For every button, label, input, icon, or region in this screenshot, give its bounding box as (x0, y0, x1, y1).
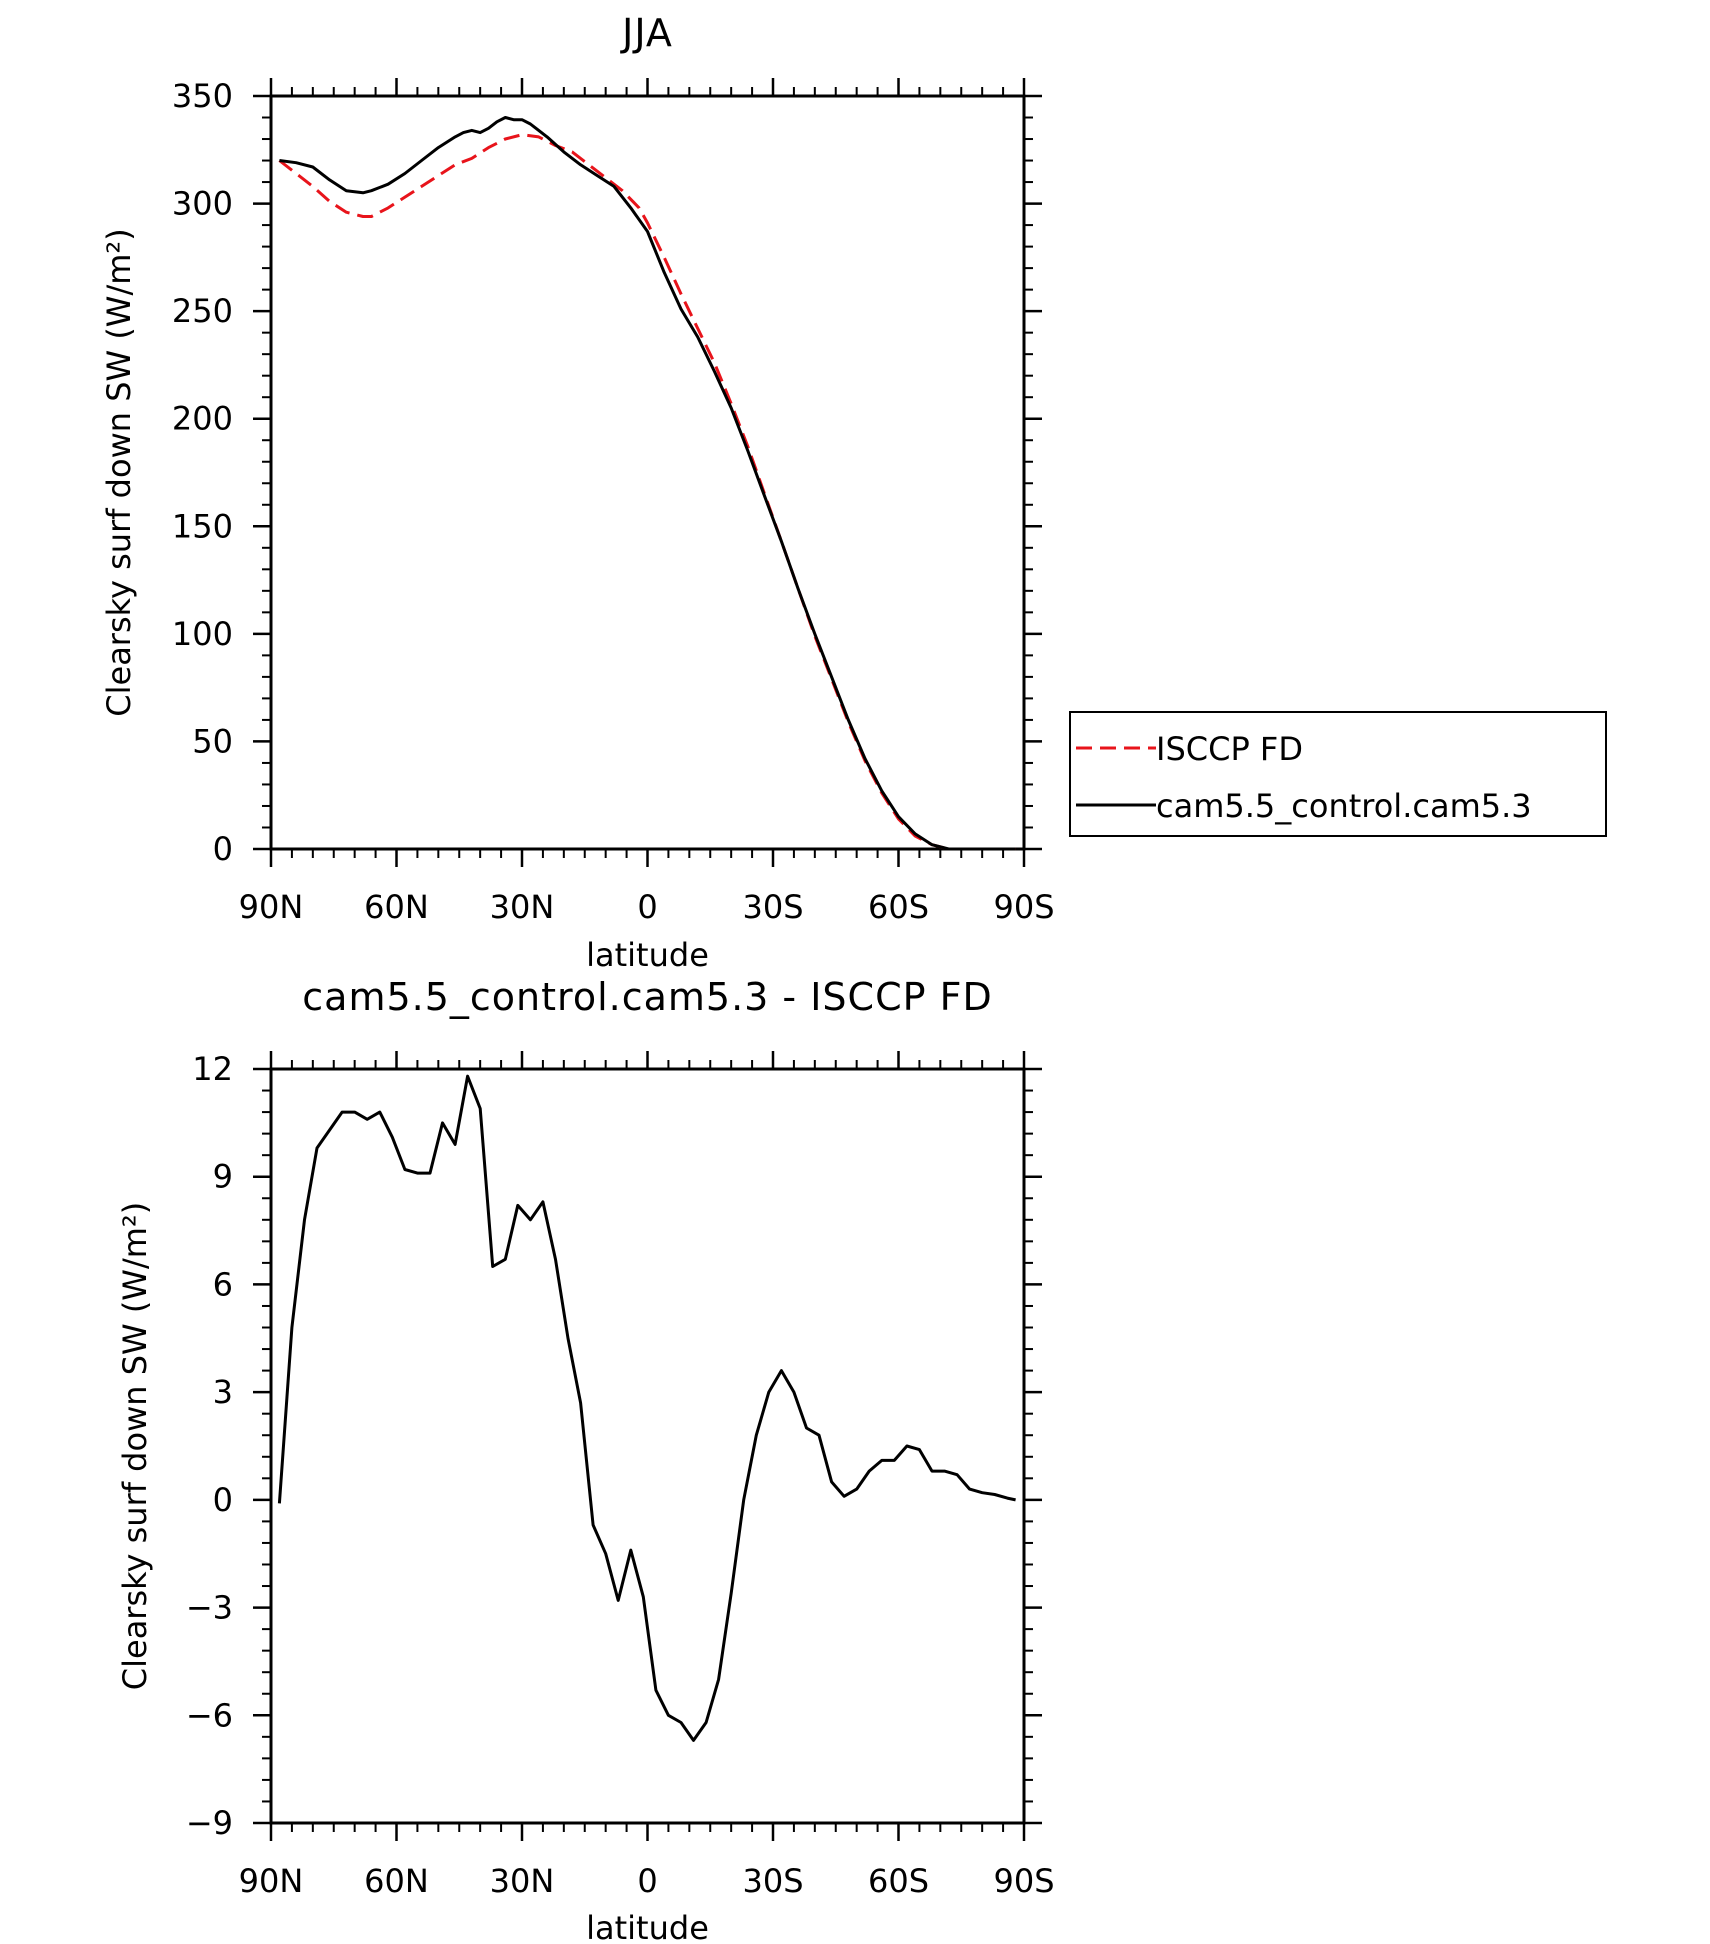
x-axis-label: latitude (586, 1909, 709, 1944)
x-tick-label: 90S (993, 1862, 1054, 1900)
y-tick-label: −6 (186, 1696, 233, 1734)
legend-entry: cam5.5_control.cam5.3 (1156, 787, 1532, 825)
x-tick-label: 90N (239, 888, 304, 926)
y-tick-label: 350 (172, 77, 233, 115)
x-tick-label: 60S (868, 888, 929, 926)
y-axis-label: Clearsky surf down SW (W/m²) (116, 1202, 154, 1690)
legend-entry: ISCCP FD (1156, 730, 1303, 768)
chart-title: JJA (620, 11, 673, 55)
series-line-1 (279, 116, 1016, 851)
series-line-0 (277, 1074, 1016, 1742)
y-tick-label: 12 (192, 1050, 233, 1088)
y-tick-label: 300 (172, 185, 233, 223)
y-tick-label: 250 (172, 292, 233, 330)
x-tick-label: 60N (364, 1862, 429, 1900)
y-tick-label: 100 (172, 615, 233, 653)
y-tick-label: 200 (172, 400, 233, 438)
y-tick-label: 0 (213, 830, 233, 868)
x-tick-label: 0 (637, 888, 657, 926)
series-line-0 (278, 133, 1016, 851)
y-tick-label: 0 (213, 1481, 233, 1519)
y-tick-label: −9 (186, 1804, 233, 1842)
y-tick-label: 6 (213, 1265, 233, 1303)
y-tick-label: 9 (213, 1158, 233, 1196)
x-tick-label: 60N (364, 888, 429, 926)
y-tick-label: −3 (186, 1589, 233, 1627)
x-tick-label: 30S (742, 1862, 803, 1900)
x-tick-label: 60S (868, 1862, 929, 1900)
y-tick-label: 50 (192, 722, 233, 760)
x-tick-label: 90S (993, 888, 1054, 926)
legend: ISCCP FD cam5.5_control.cam5.3 (1069, 711, 1607, 837)
top-panel-jja: JJA 90N 60N 30N 0 30S 60S 90S 0 50 100 150 200 250 300… (100, 11, 1607, 974)
x-tick-label: 30S (742, 888, 803, 926)
legend-box (1069, 711, 1607, 837)
x-tick-label: 0 (637, 1862, 657, 1900)
y-tick-label: 3 (213, 1373, 233, 1411)
x-tick-label: 90N (239, 1862, 304, 1900)
x-tick-label: 30N (490, 888, 555, 926)
x-tick-label: 30N (490, 1862, 555, 1900)
y-tick-label: 150 (172, 507, 233, 545)
chart-title: cam5.5_control.cam5.3 - ISCCP FD (302, 975, 992, 1019)
y-axis-label: Clearsky surf down SW (W/m²) (100, 228, 138, 716)
x-axis-label: latitude (586, 936, 709, 974)
